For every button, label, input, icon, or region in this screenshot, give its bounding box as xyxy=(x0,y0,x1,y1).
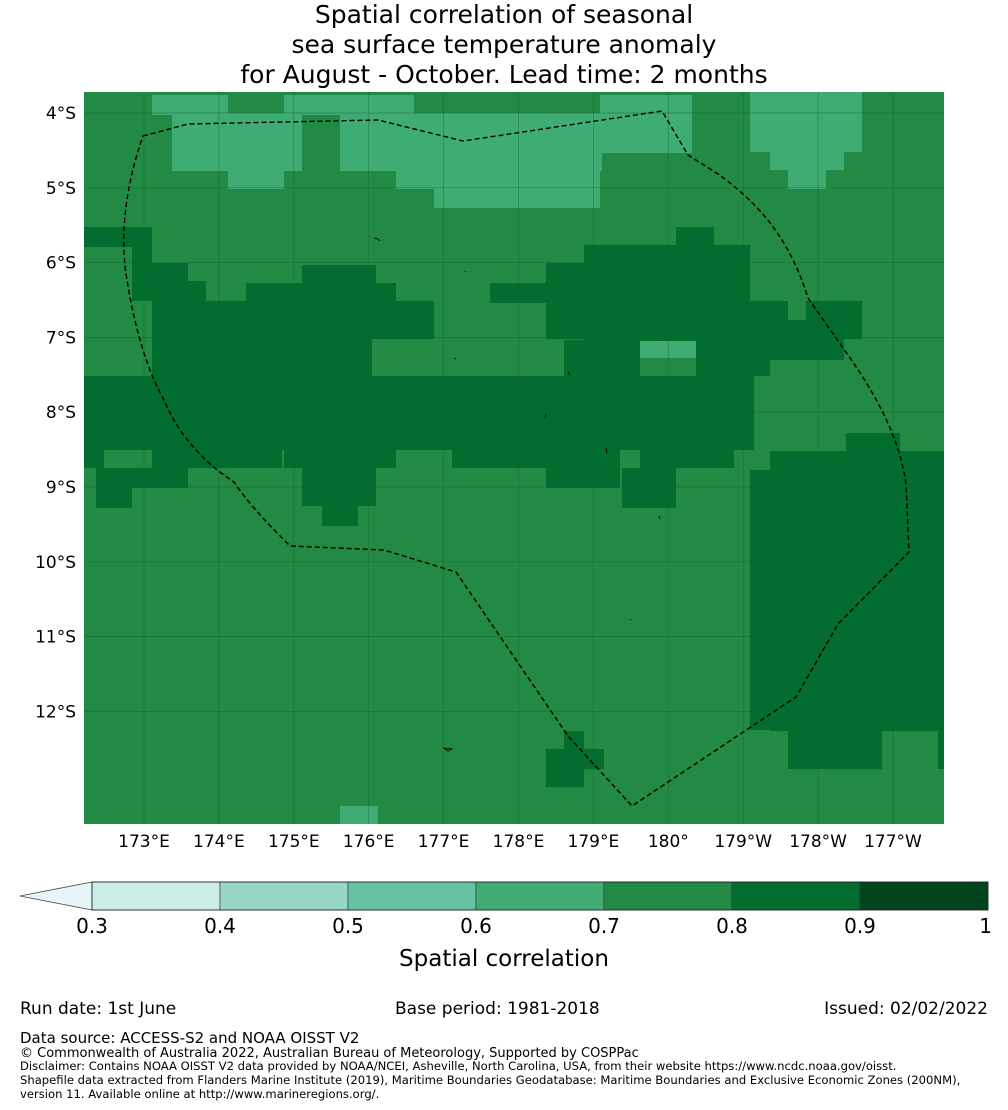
latitude-tick-label: 5°S xyxy=(46,179,76,199)
run-date: Run date: 1st June xyxy=(20,999,177,1019)
longitude-axis: 173°E 174°E 175°E 176°E 177°E 178°E 179°E 180° 1… xyxy=(118,832,922,852)
title-line-3: for August - October. Lead time: 2 month… xyxy=(240,60,768,89)
colorbar-segment xyxy=(219,881,349,911)
latitude-tick-label: 7°S xyxy=(46,328,76,348)
colorbar-tick-label: 0.7 xyxy=(588,914,620,938)
colorbar-tick-label: 0.3 xyxy=(76,914,108,938)
colorbar-ticks: 0.3 0.4 0.5 0.6 0.7 0.8 0.9 1 xyxy=(76,914,992,938)
colorbar-tick-label: 0.5 xyxy=(332,914,364,938)
chart-title: Spatial correlation of seasonal sea surf… xyxy=(0,0,1008,90)
colorbar-label: Spatial correlation xyxy=(399,946,609,972)
map-figure: 4°S 5°S 6°S 7°S 8°S 9°S 10°S 11°S 12°S 173°E 174°… xyxy=(19,92,992,972)
longitude-tick-label: 180° xyxy=(648,832,689,852)
map-area xyxy=(84,92,944,824)
eez-boundary xyxy=(123,110,910,807)
colorbar-segment xyxy=(91,881,221,911)
longitude-tick-label: 174°E xyxy=(193,832,245,852)
island-outlines xyxy=(373,237,661,752)
longitude-tick-label: 175°E xyxy=(268,832,320,852)
copyright: © Commonwealth of Australia 2022, Austra… xyxy=(20,1046,639,1061)
colorbar: 0.3 0.4 0.5 0.6 0.7 0.8 0.9 1 Spatial correlati… xyxy=(19,881,992,972)
latitude-axis: 4°S 5°S 6°S 7°S 8°S 9°S 10°S 11°S 12°S xyxy=(35,104,76,722)
latitude-tick-label: 6°S xyxy=(46,254,76,274)
colorbar-segment xyxy=(859,881,989,911)
colorbar-frame xyxy=(91,881,989,911)
colorbar-tick-label: 0.6 xyxy=(460,914,492,938)
gridlines xyxy=(84,92,944,824)
colorbar-under-extension xyxy=(19,881,93,911)
longitude-tick-label: 178°W xyxy=(789,832,847,852)
title-line-1: Spatial correlation of seasonal xyxy=(314,0,694,29)
colorbar-segments xyxy=(91,881,989,911)
disclaimer-line-3: version 11. Available online at http://w… xyxy=(20,1087,380,1101)
latitude-tick-label: 9°S xyxy=(46,478,76,498)
band-central-0.8 xyxy=(84,227,944,787)
latitude-tick-label: 10°S xyxy=(35,553,76,573)
footer-meta: Run date: 1st June Base period: 1981-201… xyxy=(20,999,988,1021)
longitude-tick-label: 173°E xyxy=(118,832,170,852)
disclaimer-line-2: Shapefile data extracted from Flanders M… xyxy=(20,1073,961,1087)
longitude-tick-label: 176°E xyxy=(343,832,395,852)
colorbar-tick-label: 0.8 xyxy=(716,914,748,938)
colorbar-segment xyxy=(475,881,605,911)
disclaimer: Disclaimer: Contains NOAA OISST V2 data … xyxy=(20,1059,1005,1101)
colorbar-tick-label: 0.4 xyxy=(204,914,236,938)
latitude-tick-label: 4°S xyxy=(46,104,76,124)
colorbar-segment xyxy=(731,881,861,911)
longitude-tick-label: 178°E xyxy=(493,832,545,852)
disclaimer-line-1: Disclaimer: Contains NOAA OISST V2 data … xyxy=(20,1059,897,1073)
latitude-tick-label: 8°S xyxy=(46,403,76,423)
colorbar-tick-label: 0.9 xyxy=(844,914,876,938)
longitude-tick-label: 177°W xyxy=(864,832,922,852)
data-source: Data source: ACCESS-S2 and NOAA OISST V2 xyxy=(20,1029,360,1047)
title-line-2: sea surface temperature anomaly xyxy=(291,30,717,59)
colorbar-tick-label: 1 xyxy=(979,914,992,938)
base-period: Base period: 1981-2018 xyxy=(395,999,600,1019)
latitude-tick-label: 11°S xyxy=(35,628,76,648)
longitude-tick-label: 179°W xyxy=(714,832,772,852)
longitude-tick-label: 179°E xyxy=(568,832,620,852)
colorbar-segment xyxy=(603,881,733,911)
issued-date: Issued: 02/02/2022 xyxy=(824,999,988,1019)
latitude-tick-label: 12°S xyxy=(35,702,76,722)
longitude-tick-label: 177°E xyxy=(418,832,470,852)
colorbar-segment xyxy=(347,881,477,911)
